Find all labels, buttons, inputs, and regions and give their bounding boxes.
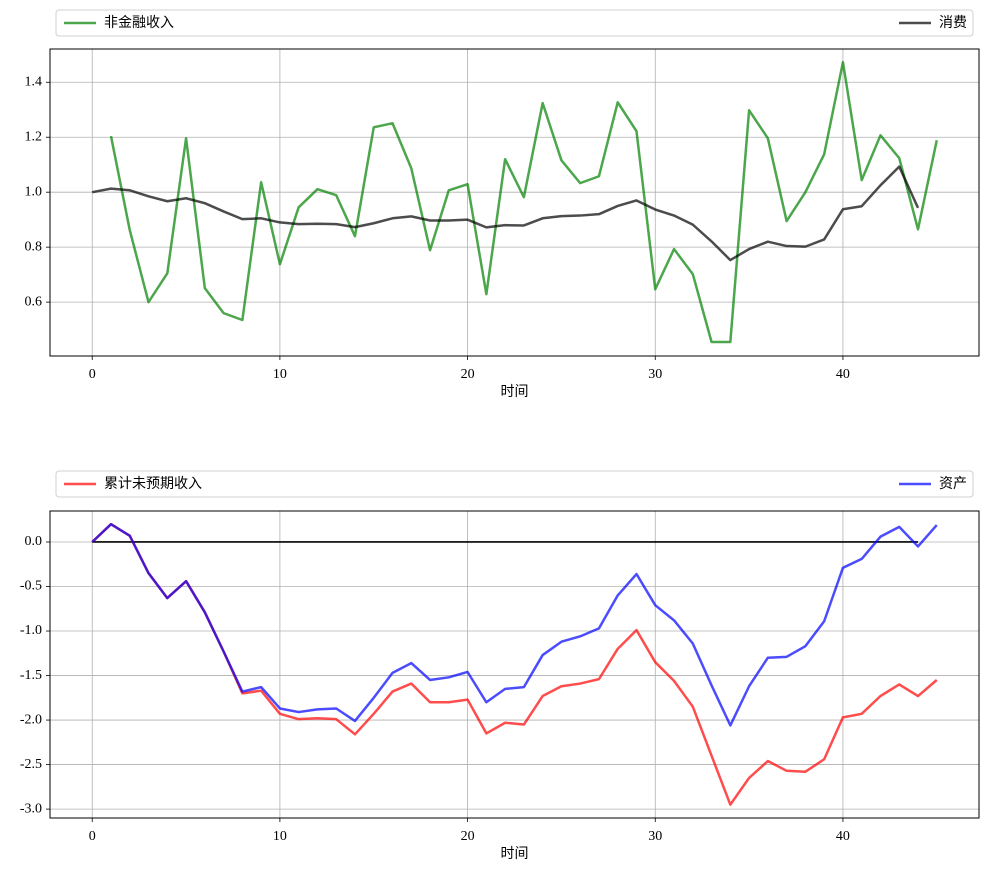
y-tick-label: -1.0 bbox=[20, 623, 42, 638]
x-tick-label: 10 bbox=[273, 367, 287, 382]
x-tick-label: 0 bbox=[89, 367, 96, 382]
legend-entry: 资产 bbox=[899, 476, 967, 492]
x-tick-label: 40 bbox=[836, 367, 850, 382]
series-line bbox=[109, 60, 938, 344]
legend-entry: 消费 bbox=[899, 15, 967, 31]
x-tick-label: 40 bbox=[836, 829, 850, 844]
x-axis-label: 时间 bbox=[501, 384, 529, 400]
legend-label: 非金融收入 bbox=[104, 15, 174, 31]
x-tick-label: 30 bbox=[648, 829, 662, 844]
x-axis-label: 时间 bbox=[501, 846, 529, 862]
axes-frame bbox=[49, 510, 980, 819]
legend-entry: 非金融收入 bbox=[64, 15, 174, 31]
x-tick-label: 0 bbox=[89, 829, 96, 844]
y-tick-label: 0.8 bbox=[25, 239, 43, 254]
legend-box bbox=[55, 9, 974, 37]
y-tick-label: -0.5 bbox=[20, 579, 42, 594]
y-tick-label: 1.4 bbox=[25, 74, 43, 89]
x-tick-label: 30 bbox=[648, 367, 662, 382]
y-tick-label: -2.5 bbox=[20, 757, 42, 772]
y-tick-label: -3.0 bbox=[20, 801, 42, 816]
x-tick-label: 20 bbox=[461, 367, 475, 382]
legend-label: 累计未预期收入 bbox=[104, 476, 202, 492]
x-tick-label: 10 bbox=[273, 829, 287, 844]
y-tick-label: 1.2 bbox=[25, 129, 43, 144]
y-tick-label: 1.0 bbox=[25, 184, 43, 199]
y-tick-label: -2.0 bbox=[20, 712, 42, 727]
y-tick-label: 0.0 bbox=[25, 534, 43, 549]
legend-entry: 累计未预期收入 bbox=[64, 476, 202, 492]
series-line bbox=[91, 522, 938, 727]
series-line bbox=[91, 522, 938, 806]
series-line bbox=[91, 165, 920, 262]
legend-label: 消费 bbox=[939, 15, 967, 31]
y-tick-label: -1.5 bbox=[20, 668, 42, 683]
axes-frame bbox=[49, 48, 980, 357]
legend-box bbox=[55, 470, 974, 498]
x-tick-label: 20 bbox=[461, 829, 475, 844]
y-tick-label: 0.6 bbox=[25, 294, 43, 309]
legend-label: 资产 bbox=[939, 476, 967, 492]
